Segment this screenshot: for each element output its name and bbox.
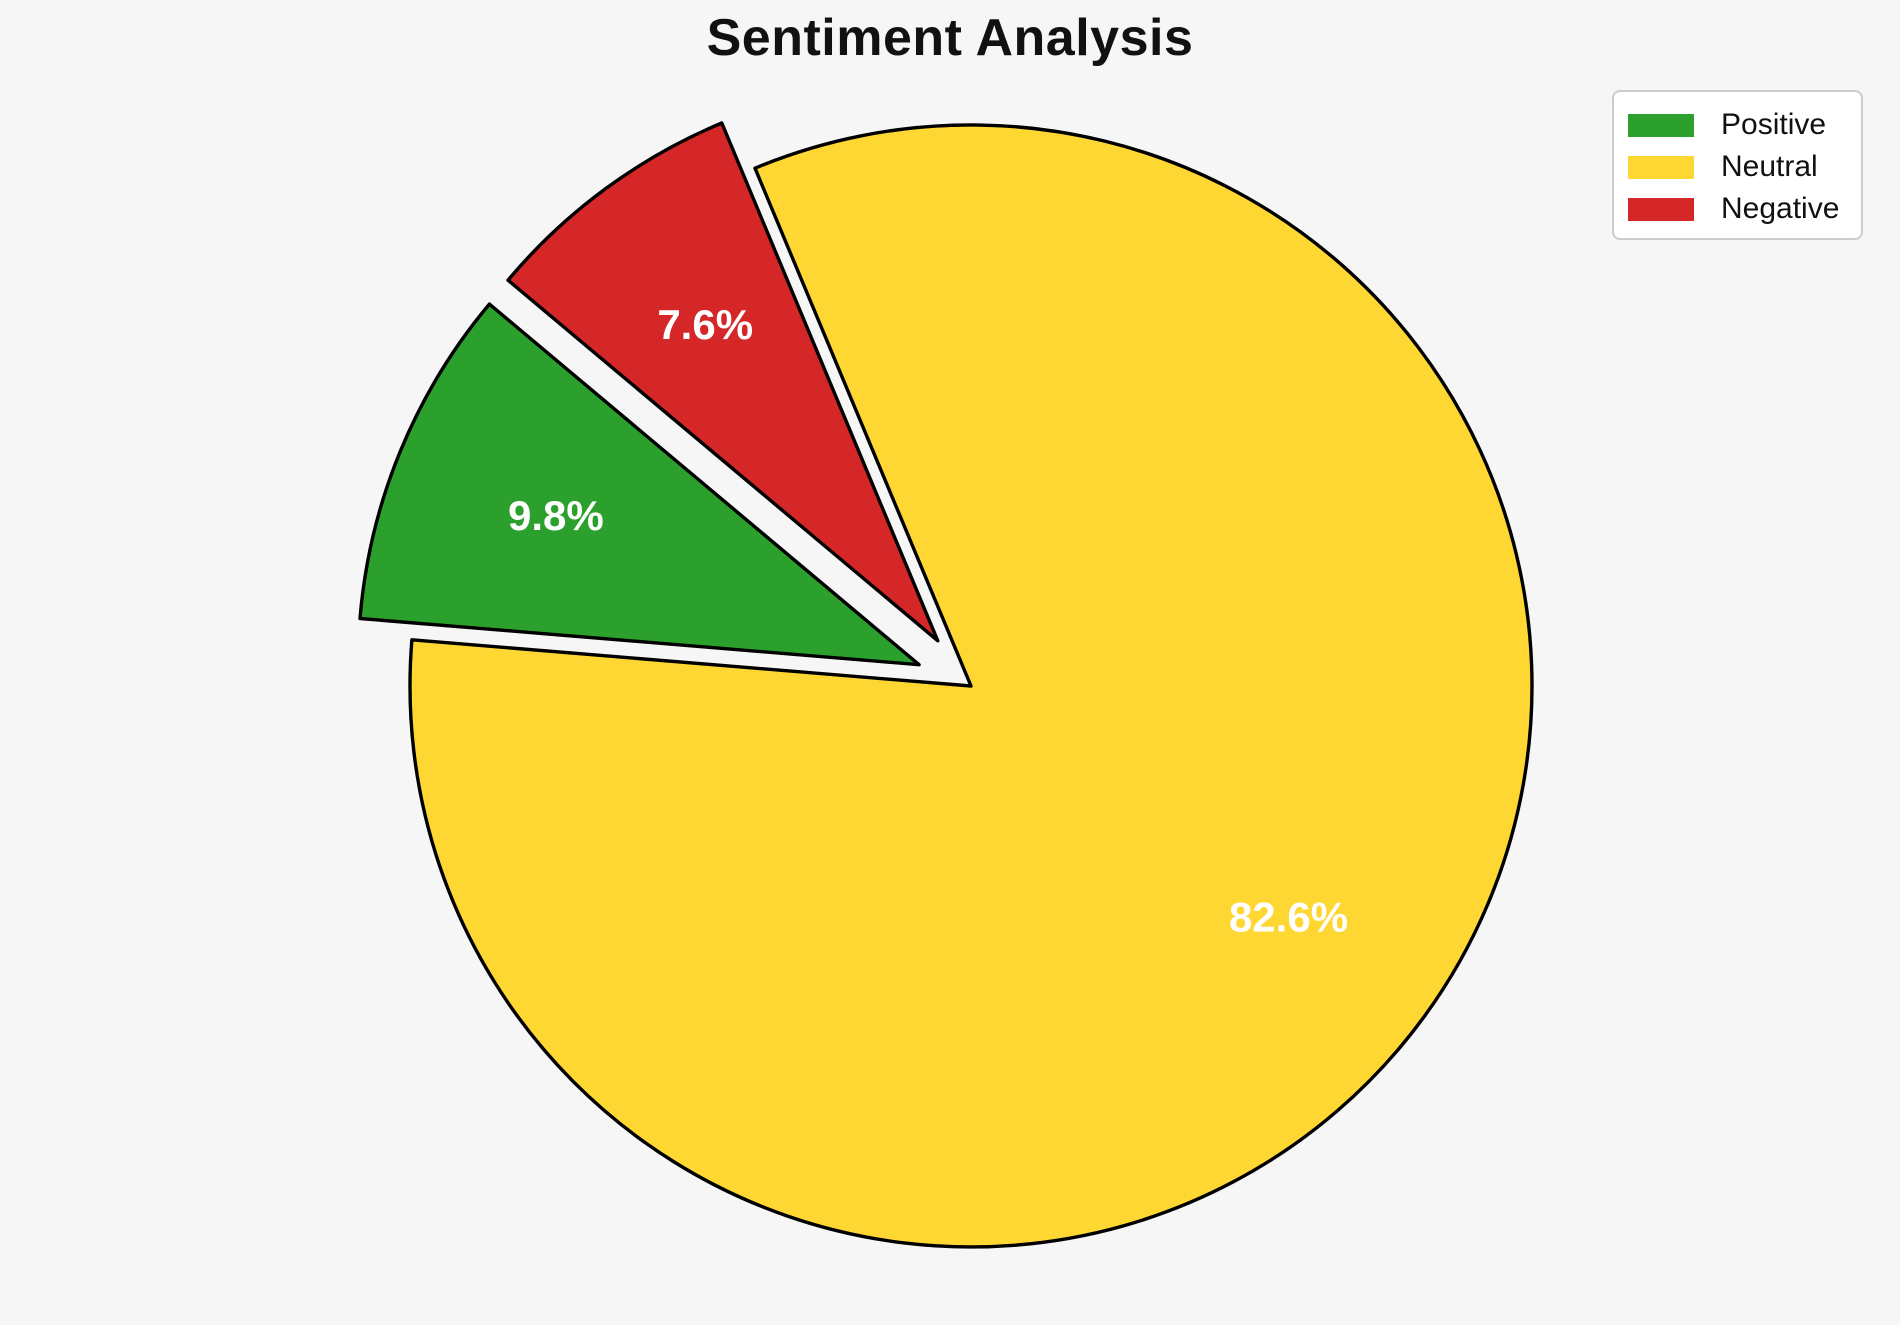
pie-percentage-labels: 9.8% 82.6% 7.6% [508,301,1348,941]
pie-label-negative: 7.6% [657,301,753,348]
legend-item-negative: Negative [1628,188,1861,230]
pie-label-positive: 9.8% [508,492,604,539]
legend: Positive Neutral Negative [1612,90,1863,240]
pie-slice-positive [358,302,921,667]
pie-slices [358,121,1534,1249]
legend-swatch-neutral [1628,155,1694,179]
legend-label-negative: Negative [1721,192,1840,225]
legend-item-neutral: Neutral [1628,146,1861,188]
legend-label-neutral: Neutral [1721,150,1818,183]
legend-label-positive: Positive [1721,108,1827,141]
legend-swatch-negative [1628,197,1694,221]
legend-item-positive: Positive [1628,104,1861,146]
chart-title: Sentiment Analysis [706,9,1194,67]
pie-label-neutral: 82.6% [1229,894,1348,941]
legend-swatch-positive [1628,113,1694,137]
pie-slice-negative [506,121,940,643]
pie-slice-neutral [408,123,1534,1249]
